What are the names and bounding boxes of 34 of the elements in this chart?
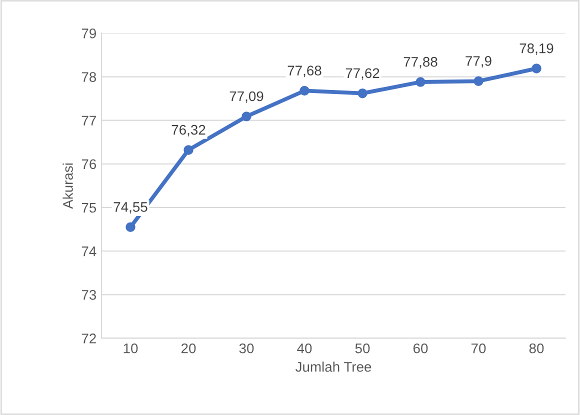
x-tick-label: 50 (355, 343, 370, 354)
point (532, 64, 542, 74)
y-axis-title: Akurasi (62, 163, 73, 209)
y-tick-label: 77 (82, 116, 96, 126)
point (358, 88, 368, 98)
x-tick-label: 40 (297, 343, 312, 354)
data-label: 78,19 (520, 43, 554, 55)
y-tick-label: 72 (82, 334, 96, 344)
y-tick-label: 74 (82, 246, 96, 256)
point (126, 222, 136, 232)
point (242, 112, 252, 122)
data-label: 77,09 (230, 91, 264, 103)
point (474, 76, 484, 86)
data-label: 76,32 (172, 124, 206, 136)
data-label: 74,55 (114, 202, 148, 214)
y-tick-label: 75 (82, 202, 96, 213)
y-tick-label: 76 (82, 159, 96, 170)
data-label: 77,62 (346, 68, 380, 80)
x-tick-label: 20 (181, 343, 196, 354)
y-tick-label: 79 (82, 28, 96, 38)
y-tick-label: 73 (82, 290, 96, 300)
point (300, 86, 310, 96)
point (416, 77, 426, 87)
point (184, 145, 194, 155)
x-axis-title: Jumlah Tree (296, 362, 372, 372)
data-label: 77,9 (466, 56, 492, 68)
x-tick-label: 70 (471, 343, 486, 354)
y-tick-label: 78 (82, 72, 96, 82)
x-tick-label: 60 (413, 343, 428, 354)
data-label: 77,88 (404, 56, 438, 68)
data-label: 77,68 (288, 66, 322, 78)
x-tick-label: 30 (239, 343, 254, 354)
x-tick-label: 10 (124, 343, 138, 354)
x-tick-label: 80 (529, 343, 544, 354)
